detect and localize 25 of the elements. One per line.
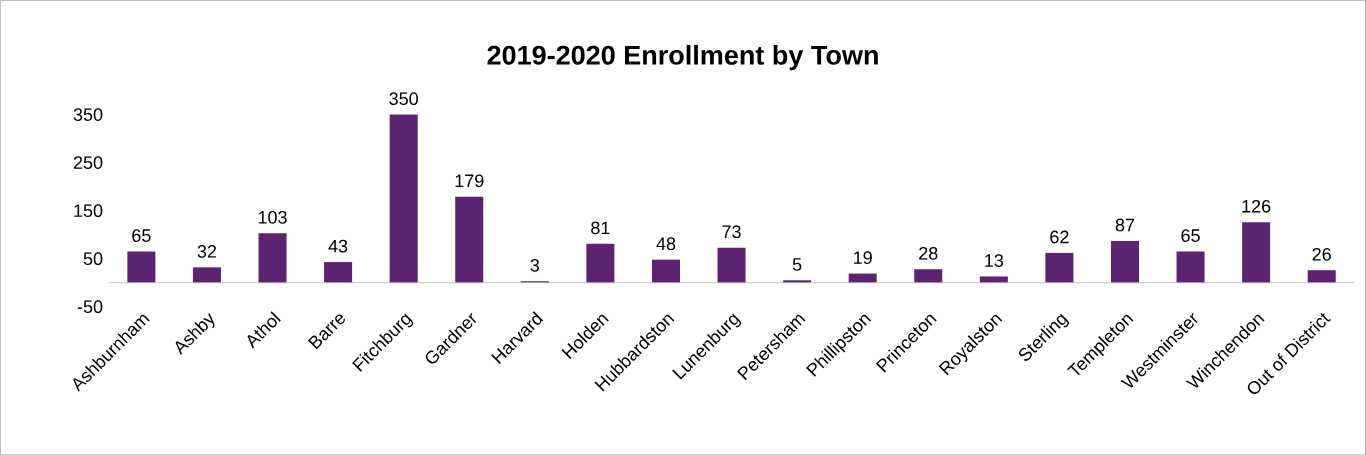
data-label: 3 <box>530 258 540 272</box>
data-label: 28 <box>919 246 938 260</box>
data-label: 13 <box>985 254 1004 267</box>
data-label: 350 <box>389 92 418 105</box>
data-label: 179 <box>455 174 484 188</box>
data-label: 65 <box>132 229 151 242</box>
data-label: 73 <box>722 225 741 238</box>
y-tick-label: 350 <box>73 108 103 121</box>
data-label: 43 <box>328 239 348 253</box>
data-label: 87 <box>1115 218 1135 232</box>
data-label: 62 <box>1050 230 1069 244</box>
data-label: 26 <box>1312 247 1331 261</box>
data-label: 103 <box>258 210 287 224</box>
data-label: 5 <box>792 258 802 271</box>
y-tick-label: 50 <box>83 252 103 265</box>
data-label: 32 <box>197 244 217 258</box>
y-tick-label: -50 <box>77 300 103 313</box>
data-label: 48 <box>656 237 676 250</box>
data-label: 126 <box>1242 199 1271 213</box>
data-label: 81 <box>591 221 610 235</box>
data-label: 19 <box>854 251 872 264</box>
y-tick-label: 250 <box>73 156 103 169</box>
y-tick-label: 150 <box>74 204 103 217</box>
chart-title: 2019-2020 Enrollment by Town <box>487 44 878 70</box>
data-label: 65 <box>1181 229 1200 242</box>
